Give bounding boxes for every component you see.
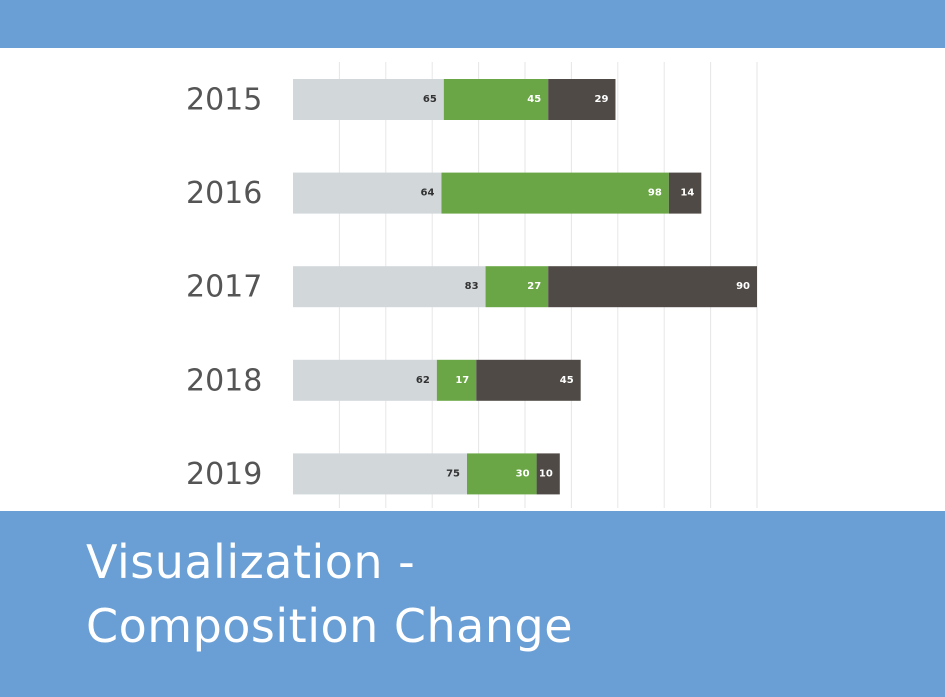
value-label: 83	[465, 281, 479, 292]
bar-segment	[293, 79, 444, 120]
bar-segment	[293, 172, 442, 214]
bar-segment	[548, 79, 616, 120]
year-label: 2019	[186, 457, 262, 492]
bar-segment	[536, 453, 560, 495]
chart-title: Visualization - Composition Change	[86, 535, 574, 653]
chart-svg: 2015 65 45 29 2016 64 98 14 2017 83 27 90 2018 62 17 45…	[186, 62, 758, 508]
value-label: 62	[416, 375, 430, 386]
value-label: 98	[648, 188, 662, 199]
bar-segment	[485, 266, 549, 308]
value-label: 65	[423, 94, 437, 105]
bar-segment	[441, 172, 669, 214]
year-label: 2017	[186, 270, 262, 305]
value-label: 27	[527, 281, 541, 292]
value-label: 45	[527, 94, 541, 105]
value-label: 30	[516, 468, 530, 479]
value-label: 64	[421, 188, 435, 199]
value-label: 90	[736, 281, 750, 292]
bar-segment	[293, 453, 467, 495]
value-label: 17	[455, 375, 469, 386]
stacked-bar-chart: 2015 65 45 29 2016 64 98 14 2017 83 27 90 2018 62 17 45…	[0, 48, 945, 511]
bar-segment	[293, 266, 486, 308]
bar-segment	[436, 359, 477, 401]
value-label: 10	[539, 468, 553, 479]
top-banner	[0, 0, 945, 48]
bar-segment	[293, 359, 437, 401]
value-label: 45	[560, 375, 574, 386]
bars	[293, 79, 757, 495]
bar-segment	[467, 453, 537, 495]
bar-segment	[548, 266, 757, 308]
value-label: 14	[680, 188, 694, 199]
value-label: 29	[595, 94, 609, 105]
bar-segment	[476, 359, 581, 401]
bottom-banner	[0, 511, 945, 697]
year-label: 2015	[186, 83, 262, 118]
labels: 2015 65 45 29 2016 64 98 14 2017 83 27 90 2018 62 17 45…	[186, 83, 750, 492]
year-label: 2016	[186, 176, 262, 211]
value-label: 75	[446, 468, 460, 479]
bar-segment	[443, 79, 549, 120]
year-label: 2018	[186, 363, 262, 398]
bar-segment	[668, 172, 702, 214]
